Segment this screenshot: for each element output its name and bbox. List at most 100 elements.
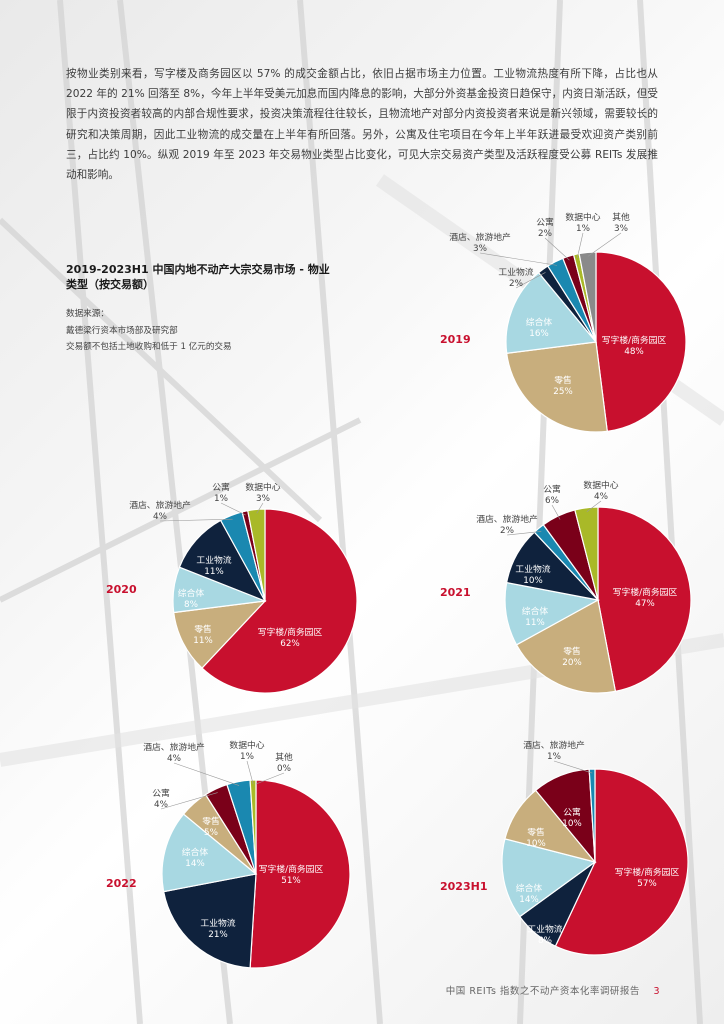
slice-value: 10% (526, 839, 546, 849)
slice-label: 公寓 (543, 483, 561, 495)
slice-value: 11% (204, 567, 224, 577)
leader-line (246, 760, 254, 785)
slice-value: 1% (214, 494, 228, 504)
leader-line (551, 504, 561, 520)
pie-slice-office (201, 508, 358, 694)
slice-label: 写字楼/商务园区 (602, 334, 667, 346)
slice-value: 16% (529, 329, 549, 339)
slice-value: 4% (167, 754, 181, 764)
source-line-1: 戴德梁行资本市场部及研究部 (66, 325, 178, 336)
slice-label: 综合体 (178, 587, 205, 599)
slice-label: 数据中心 (245, 481, 280, 493)
slice-label: 酒店、旅游地产 (449, 231, 511, 243)
slice-label: 其他 (612, 211, 630, 223)
slice-value: 1% (240, 752, 254, 762)
slice-label: 综合体 (516, 882, 543, 894)
year-label-2021: 2021 (440, 586, 471, 599)
leader-line (256, 502, 264, 514)
pie-slice-office (249, 779, 351, 969)
slice-label: 工业物流 (515, 563, 550, 575)
slice-label: 写字楼/商务园区 (615, 866, 680, 878)
pie-slice-logistics (162, 873, 257, 969)
leader-line (479, 252, 558, 266)
year-label-2019: 2019 (440, 333, 471, 346)
pie-slice-mixed-use (505, 271, 598, 354)
slice-label: 数据中心 (565, 211, 600, 223)
slice-value: 2% (500, 526, 514, 536)
pie-slice-retail (506, 341, 608, 433)
slice-label: 酒店、旅游地产 (523, 739, 585, 751)
leader-line (255, 772, 285, 785)
source-line-2: 交易额不包括土地收购和低于 1 亿元的交易 (66, 342, 232, 352)
pie-2023H1: 写字楼/商务园区57%工业物流8%综合体14%零售10%公寓10%酒店、旅游地产… (501, 739, 689, 956)
footer-report-title: 中国 REITs 指数之不动产资本化率调研报告 (445, 986, 640, 997)
year-label-2023h1: 2023H1 (440, 880, 488, 893)
slice-value: 14% (185, 859, 205, 869)
slice-value: 21% (208, 930, 228, 940)
slice-label: 写字楼/商务园区 (613, 586, 678, 598)
slice-label: 综合体 (522, 605, 549, 617)
pie-slice-mixed-use (161, 813, 258, 893)
slice-value: 3% (473, 244, 487, 254)
slice-value: 1% (576, 224, 590, 234)
slice-value: 57% (637, 879, 657, 889)
page-number: 3 (653, 986, 660, 997)
leader-line (587, 232, 622, 257)
leader-line (586, 500, 602, 512)
pie-slice-data-center (574, 506, 599, 601)
slice-value: 11% (525, 618, 545, 628)
leader-line (515, 272, 546, 289)
slice-value: 10% (562, 819, 582, 829)
slice-value: 8% (538, 936, 552, 946)
pie-slice-retail (515, 599, 617, 694)
slice-label: 数据中心 (229, 739, 264, 751)
pie-slice-mixed-use (501, 838, 597, 918)
slice-label: 综合体 (182, 846, 209, 858)
page-footer: 中国 REITs 指数之不动产资本化率调研报告 3 (446, 983, 660, 997)
slice-value: 20% (562, 658, 582, 668)
pie-slice-data-center (247, 508, 266, 602)
leader-line (159, 518, 233, 522)
pie-slice-other (578, 251, 597, 343)
slice-label: 数据中心 (583, 479, 618, 491)
pie-slice-hotel (588, 768, 596, 863)
slice-label: 酒店、旅游地产 (143, 741, 205, 753)
slice-value: 47% (635, 599, 655, 609)
slice-value: 62% (280, 639, 300, 649)
slice-value: 0% (277, 764, 291, 774)
slice-value: 14% (519, 895, 539, 905)
slice-label: 零售 (202, 815, 220, 827)
slice-value: 8% (184, 600, 198, 610)
slice-label: 其他 (275, 751, 293, 763)
year-label-2020: 2020 (106, 583, 137, 596)
slice-value: 10% (523, 576, 543, 586)
pie-slice-office (595, 251, 687, 432)
slice-value: 2% (538, 229, 552, 239)
slice-value: 51% (281, 876, 301, 886)
slice-value: 3% (256, 494, 270, 504)
slice-value: 11% (193, 636, 213, 646)
leader-line (160, 792, 218, 810)
slice-value: 1% (547, 752, 561, 762)
slice-label: 工业物流 (200, 917, 235, 929)
slice-label: 写字楼/商务园区 (259, 863, 324, 875)
pie-slice-data-center (249, 779, 257, 875)
slice-label: 综合体 (526, 316, 553, 328)
slice-label: 公寓 (536, 216, 554, 228)
slice-label: 零售 (554, 374, 572, 386)
pie-2020: 写字楼/商务园区62%零售11%综合体8%工业物流11%酒店、旅游地产4%公寓1… (129, 481, 358, 694)
slice-value: 4% (594, 492, 608, 502)
pie-slice-office (554, 768, 689, 956)
slice-value: 4% (153, 512, 167, 522)
slice-label: 工业物流 (196, 554, 231, 566)
slice-value: 48% (624, 347, 644, 357)
slice-label: 酒店、旅游地产 (129, 499, 191, 511)
leader-line (173, 762, 240, 786)
leader-line (506, 531, 542, 536)
leader-line (220, 502, 246, 516)
pie-slice-office (597, 506, 692, 693)
slice-label: 公寓 (563, 806, 581, 818)
pie-2019: 写字楼/商务园区48%零售25%综合体16%工业物流2%酒店、旅游地产3%公寓2… (449, 211, 687, 433)
